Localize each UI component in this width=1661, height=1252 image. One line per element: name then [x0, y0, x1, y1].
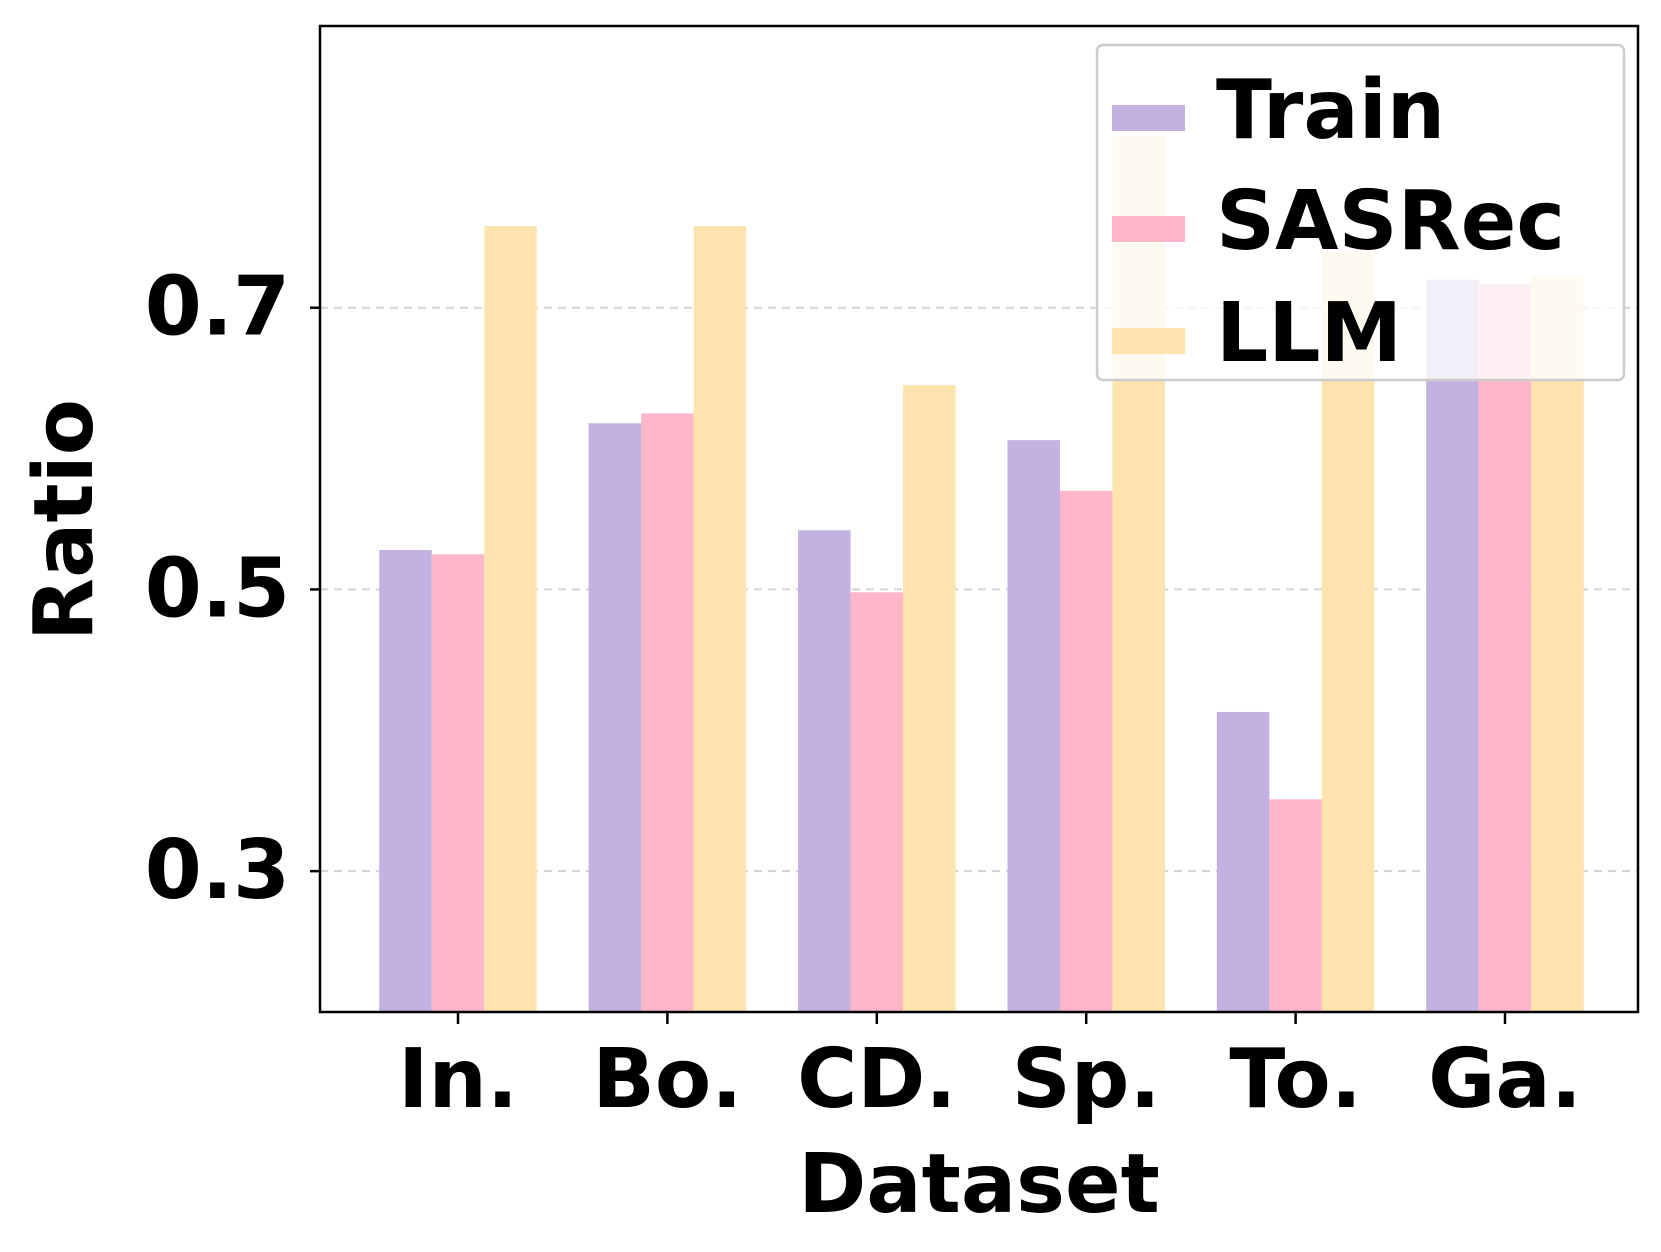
bar-train-2 [798, 530, 851, 1012]
x-tick-label: In. [398, 1032, 518, 1127]
legend: Train SASRec LLM [1095, 43, 1626, 382]
y-tick-label: 0.5 [145, 541, 290, 636]
legend-box [1095, 43, 1626, 382]
bar-sasrec-5 [1478, 283, 1532, 1013]
bar-sasrec-3 [1059, 490, 1113, 1012]
bar-train-1 [588, 423, 642, 1012]
x-tick-label: Bo. [592, 1032, 742, 1127]
y-axis-title: Ratio [17, 399, 112, 641]
bar-llm-0 [484, 226, 537, 1012]
bars [379, 135, 1584, 1013]
y-tick-label: 0.7 [145, 260, 290, 355]
bar-llm-5 [1531, 276, 1584, 1012]
legend-swatch-train [1112, 105, 1185, 131]
bar-train-0 [379, 549, 432, 1012]
x-tick-label: To. [1229, 1032, 1362, 1127]
legend-label-sasrec: SASRec [1216, 174, 1565, 269]
bar-llm-1 [693, 226, 747, 1012]
x-tick-label: Sp. [1012, 1032, 1161, 1127]
legend-swatch-sasrec [1112, 216, 1185, 242]
x-tick-label: CD. [797, 1032, 956, 1127]
bar-llm-2 [903, 385, 956, 1013]
legend-swatch-llm [1112, 328, 1185, 354]
bar-train-4 [1216, 711, 1270, 1012]
x-axis-ticks: In. Bo. CD. Sp. To. Ga. [398, 1012, 1582, 1127]
bar-sasrec-4 [1269, 799, 1322, 1012]
y-tick-label: 0.3 [145, 823, 290, 918]
bar-train-3 [1007, 440, 1060, 1012]
legend-label-train: Train [1216, 63, 1445, 158]
plot-frame [318, 24, 1640, 1014]
bar-sasrec-1 [641, 413, 694, 1012]
x-tick-label: Ga. [1428, 1032, 1582, 1127]
legend-label-llm: LLM [1216, 286, 1402, 381]
bar-train-5 [1426, 279, 1479, 1012]
bar-sasrec-0 [431, 554, 485, 1012]
y-axis-ticks: 0.3 0.5 0.7 [145, 260, 320, 918]
bar-sasrec-2 [850, 592, 904, 1012]
x-axis-title: Dataset [798, 1137, 1160, 1232]
